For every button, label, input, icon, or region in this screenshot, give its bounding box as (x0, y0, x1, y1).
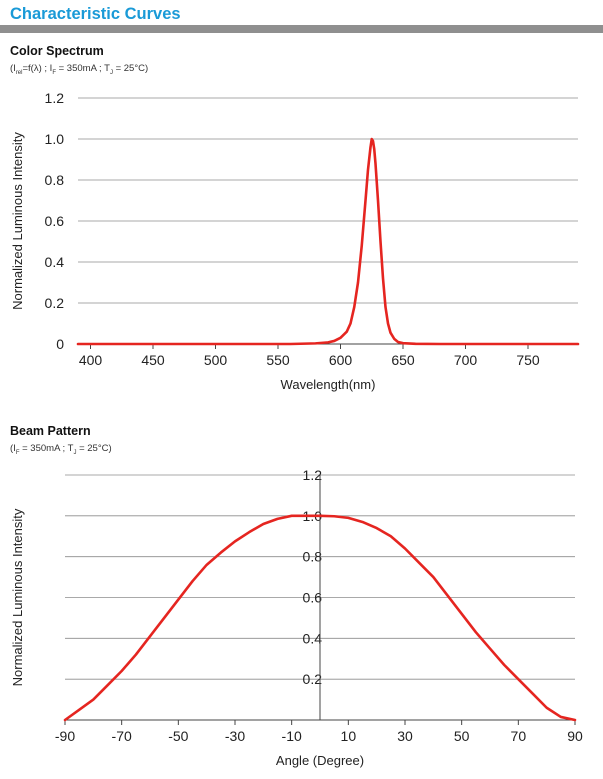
x-tick-label: 750 (516, 352, 540, 368)
y-tick-label: 0.4 (45, 254, 65, 270)
x-tick-label: 500 (204, 352, 228, 368)
page-title: Characteristic Curves (10, 5, 181, 23)
y-tick-label: 0 (56, 336, 64, 352)
x-tick-label: -90 (55, 728, 75, 744)
y-tick-label: 0.6 (45, 213, 65, 229)
x-tick-label: 450 (141, 352, 165, 368)
x-tick-label: 70 (511, 728, 527, 744)
y-tick-label: 0.2 (303, 671, 323, 687)
spectrum-section-title: Color Spectrum (10, 44, 104, 58)
y-tick-label: 1.0 (45, 131, 65, 147)
x-tick-label: -10 (282, 728, 302, 744)
spectrum-conditions: (Irel=f(λ) ; IF = 350mA ; TJ = 25°C) (10, 63, 149, 76)
x-tick-label: -50 (168, 728, 188, 744)
y-tick-label: 0.6 (303, 590, 323, 606)
x-tick-label: 90 (567, 728, 583, 744)
y-tick-label: 0.8 (45, 172, 65, 188)
series-line (76, 137, 580, 346)
y-tick-label: 1.2 (45, 90, 65, 106)
x-tick-label: 550 (266, 352, 290, 368)
x-tick-label: 650 (391, 352, 415, 368)
x-tick-label: -30 (225, 728, 245, 744)
x-axis-title: Angle (Degree) (276, 753, 364, 768)
x-tick-label: 30 (397, 728, 413, 744)
x-tick-label: 400 (79, 352, 103, 368)
title-divider-bar (0, 25, 603, 33)
x-tick-label: 10 (341, 728, 357, 744)
x-axis-title: Wavelength(nm) (281, 377, 376, 392)
y-axis-title: Normalized Luminous Intensity (10, 508, 25, 686)
x-tick-label: 700 (454, 352, 478, 368)
y-axis-title: Normalized Luminous Intensity (10, 132, 25, 310)
y-tick-label: 1.2 (303, 467, 323, 483)
x-tick-label: -70 (112, 728, 132, 744)
series-line (63, 514, 577, 722)
y-tick-label: 0.4 (303, 630, 323, 646)
y-tick-label: 0.2 (45, 295, 65, 311)
beam-section-title: Beam Pattern (10, 424, 91, 438)
beam-conditions: (IF = 350mA ; TJ = 25°C) (10, 443, 112, 456)
x-tick-label: 600 (329, 352, 353, 368)
y-tick-label: 0.8 (303, 549, 323, 565)
x-tick-label: 50 (454, 728, 470, 744)
